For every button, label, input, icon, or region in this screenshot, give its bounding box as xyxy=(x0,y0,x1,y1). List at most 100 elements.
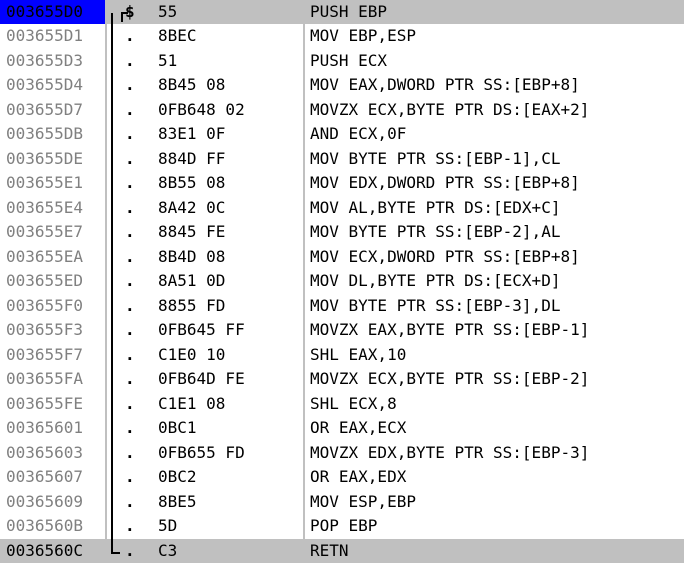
disasm-row[interactable]: 003655F0. 8855 FD MOV BYTE PTR SS:[EBP-3],… xyxy=(0,294,684,318)
instruction-cell[interactable]: MOV EBP,ESP xyxy=(310,26,416,46)
disasm-row[interactable]: 003655F3. 0FB645 FF MOVZX EAX,BYTE PTR SS:… xyxy=(0,318,684,342)
disasm-row[interactable]: 003655EA. 8B4D 08 MOV ECX,DWORD PTR SS:[EB… xyxy=(0,245,684,269)
instruction-cell[interactable]: MOV EAX,DWORD PTR SS:[EBP+8] xyxy=(310,75,580,95)
hex-bytes-cell[interactable]: 884D FF xyxy=(158,148,226,168)
disasm-row[interactable]: 003655F7. C1E0 10 SHL EAX,10 xyxy=(0,343,684,367)
instruction-cell[interactable]: MOVZX EDX,BYTE PTR SS:[EBP-3] xyxy=(310,442,590,462)
instruction-cell[interactable]: MOV EDX,DWORD PTR SS:[EBP+8] xyxy=(310,173,580,193)
instruction-cell-bg xyxy=(305,538,684,563)
instruction-cell[interactable]: OR EAX,ECX xyxy=(310,418,407,438)
jump-marker: . xyxy=(125,491,135,511)
disasm-row[interactable]: 00365607. 0BC2 OR EAX,EDX xyxy=(0,465,684,489)
hex-bytes-cell[interactable]: 8855 FD xyxy=(158,295,226,315)
disasm-row[interactable]: 003655FE. C1E1 08 SHL ECX,8 xyxy=(0,392,684,416)
disasm-row[interactable]: 003655FA. 0FB64D FE MOVZX ECX,BYTE PTR SS:… xyxy=(0,367,684,391)
disasm-row[interactable]: 003655ED. 8A51 0D MOV DL,BYTE PTR DS:[ECX+… xyxy=(0,269,684,293)
jump-marker: . xyxy=(125,540,135,560)
disasm-row[interactable]: 003655D3. 51 PUSH ECX xyxy=(0,49,684,73)
disasm-row[interactable]: 003655D0 $55 PUSH EBP xyxy=(0,0,684,25)
address-cell[interactable]: 0036560C xyxy=(0,538,105,563)
address-cell[interactable]: 00365601 xyxy=(6,418,84,438)
disasm-row[interactable]: 0036560C. C3 RETN xyxy=(0,538,684,563)
address-cell[interactable]: 003655D1 xyxy=(6,26,84,46)
address-cell[interactable]: 003655EA xyxy=(6,246,84,266)
instruction-cell[interactable]: MOV BYTE PTR SS:[EBP-3],DL xyxy=(310,295,561,315)
hex-bytes-cell[interactable]: 83E1 0F xyxy=(158,124,226,144)
hex-bytes-cell[interactable]: 51 xyxy=(158,50,178,70)
hex-bytes-cell[interactable]: C3 xyxy=(158,540,178,560)
hex-bytes-cell[interactable]: 5D xyxy=(158,516,178,536)
address-cell[interactable]: 003655D4 xyxy=(6,75,84,95)
instruction-cell[interactable]: AND ECX,0F xyxy=(310,124,407,144)
address-cell[interactable]: 003655F0 xyxy=(6,295,84,315)
disasm-row[interactable]: 003655D7. 0FB648 02 MOVZX ECX,BYTE PTR DS:… xyxy=(0,98,684,122)
address-cell[interactable]: 003655E4 xyxy=(6,197,84,217)
disasm-row[interactable]: 003655DB. 83E1 0F AND ECX,0F xyxy=(0,122,684,146)
disasm-row[interactable]: 00365601. 0BC1 OR EAX,ECX xyxy=(0,416,684,440)
instruction-cell[interactable]: MOVZX ECX,BYTE PTR DS:[EAX+2] xyxy=(310,99,590,119)
hex-bytes-cell[interactable]: C1E0 10 xyxy=(158,344,226,364)
instruction-cell[interactable]: MOV DL,BYTE PTR DS:[ECX+D] xyxy=(310,271,561,291)
disasm-row[interactable]: 003655E1. 8B55 08 MOV EDX,DWORD PTR SS:[EB… xyxy=(0,171,684,195)
instruction-cell[interactable]: MOV AL,BYTE PTR DS:[EDX+C] xyxy=(310,197,561,217)
address-cell[interactable]: 003655E7 xyxy=(6,222,84,242)
address-cell[interactable]: 003655D0 xyxy=(0,0,105,25)
disasm-row[interactable]: 0036560B. 5D POP EBP xyxy=(0,514,684,538)
address-cell[interactable]: 003655E1 xyxy=(6,173,84,193)
instruction-cell[interactable]: POP EBP xyxy=(310,516,378,536)
instruction-cell[interactable]: PUSH ECX xyxy=(310,50,388,70)
hex-bytes-cell[interactable]: 8BE5 xyxy=(158,491,197,511)
hex-bytes-cell[interactable]: 55 xyxy=(158,2,178,21)
address-cell[interactable]: 003655F3 xyxy=(6,320,84,340)
address-cell[interactable]: 00365609 xyxy=(6,491,84,511)
address-cell[interactable]: 003655ED xyxy=(6,271,84,291)
disasm-row[interactable]: 003655D1. 8BEC MOV EBP,ESP xyxy=(0,24,684,48)
disasm-row[interactable]: 00365603. 0FB655 FD MOVZX EDX,BYTE PTR SS:… xyxy=(0,441,684,465)
instruction-cell[interactable]: MOVZX EAX,BYTE PTR SS:[EBP-1] xyxy=(310,320,590,340)
address-cell[interactable]: 003655F7 xyxy=(6,344,84,364)
disasm-row[interactable]: 00365609. 8BE5 MOV ESP,EBP xyxy=(0,490,684,514)
instruction-cell[interactable]: MOV ECX,DWORD PTR SS:[EBP+8] xyxy=(310,246,580,266)
instruction-cell[interactable]: RETN xyxy=(310,540,349,560)
hex-bytes-cell[interactable]: 8B45 08 xyxy=(158,75,226,95)
address-cell[interactable]: 003655DB xyxy=(6,124,84,144)
instruction-cell[interactable]: MOV BYTE PTR SS:[EBP-1],CL xyxy=(310,148,561,168)
hex-bytes-cell[interactable]: C1E1 08 xyxy=(158,393,226,413)
address-cell[interactable]: 00365607 xyxy=(6,467,84,487)
hex-bytes-cell[interactable]: 0BC2 xyxy=(158,467,197,487)
address-cell[interactable]: 003655FA xyxy=(6,369,84,389)
hex-bytes-cell[interactable]: 0FB64D FE xyxy=(158,369,245,389)
hex-bytes-cell[interactable]: 0FB645 FF xyxy=(158,320,245,340)
instruction-cell[interactable]: OR EAX,EDX xyxy=(310,467,407,487)
jump-marker: . xyxy=(125,173,135,193)
hex-bytes-cell[interactable]: 0FB648 02 xyxy=(158,99,245,119)
address-cell[interactable]: 003655DE xyxy=(6,148,84,168)
disasm-row[interactable]: 003655E7. 8845 FE MOV BYTE PTR SS:[EBP-2],… xyxy=(0,220,684,244)
instruction-cell[interactable]: MOV ESP,EBP xyxy=(310,491,416,511)
disasm-row[interactable]: 003655D4. 8B45 08 MOV EAX,DWORD PTR SS:[EB… xyxy=(0,73,684,97)
hex-bytes-cell[interactable]: 8845 FE xyxy=(158,222,226,242)
instruction-cell[interactable]: MOV BYTE PTR SS:[EBP-2],AL xyxy=(310,222,561,242)
hex-bytes-cell[interactable]: 0FB655 FD xyxy=(158,442,245,462)
instruction-cell[interactable]: PUSH EBP xyxy=(310,2,388,21)
instruction-cell[interactable]: SHL ECX,8 xyxy=(310,393,397,413)
address-cell[interactable]: 00365603 xyxy=(6,442,84,462)
hex-bytes-cell[interactable]: 8A51 0D xyxy=(158,271,226,291)
disasm-row[interactable]: 003655E4. 8A42 0C MOV AL,BYTE PTR DS:[EDX+… xyxy=(0,196,684,220)
address-cell[interactable]: 003655FE xyxy=(6,393,84,413)
instruction-cell[interactable]: SHL EAX,10 xyxy=(310,344,407,364)
hex-bytes-cell[interactable]: 8BEC xyxy=(158,26,197,46)
jump-marker: . xyxy=(125,369,135,389)
jump-marker: . xyxy=(125,26,135,46)
hex-bytes-cell[interactable]: 8A42 0C xyxy=(158,197,226,217)
hex-bytes-cell[interactable]: 8B55 08 xyxy=(158,173,226,193)
instruction-cell[interactable]: MOVZX ECX,BYTE PTR SS:[EBP-2] xyxy=(310,369,590,389)
disasm-row[interactable]: 003655DE. 884D FF MOV BYTE PTR SS:[EBP-1],… xyxy=(0,147,684,171)
address-cell[interactable]: 0036560B xyxy=(6,516,84,536)
address-cell[interactable]: 003655D7 xyxy=(6,99,84,119)
hex-bytes-cell[interactable]: 8B4D 08 xyxy=(158,246,226,266)
hex-bytes-cell[interactable]: 0BC1 xyxy=(158,418,197,438)
address-cell[interactable]: 003655D3 xyxy=(6,50,84,70)
jump-marker: . xyxy=(125,75,135,95)
